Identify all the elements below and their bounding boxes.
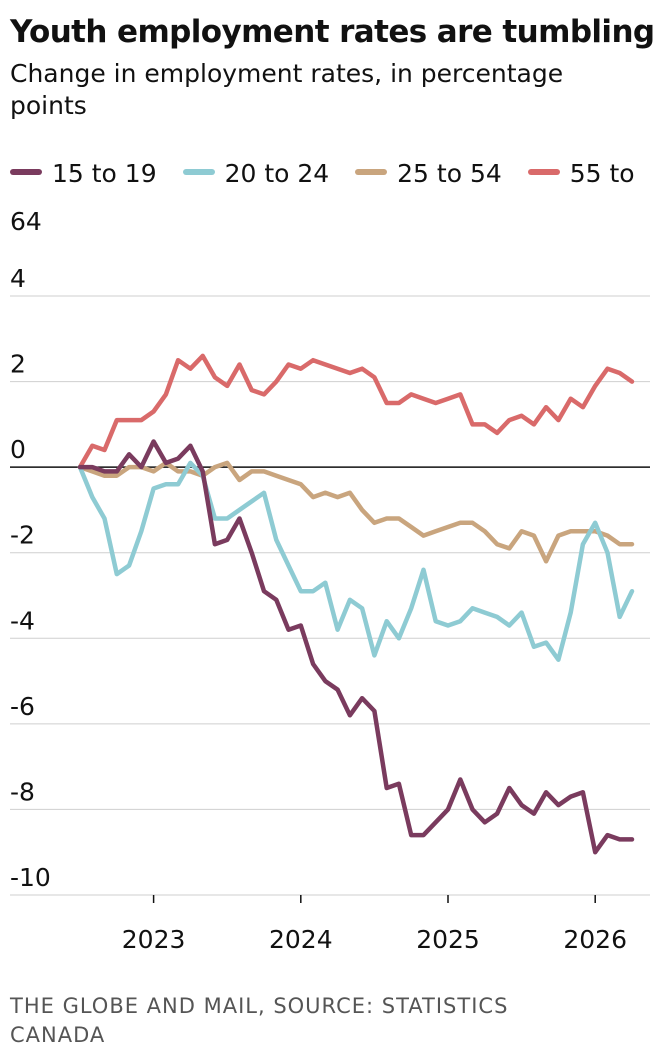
legend-label: 25 to 54 [397, 159, 502, 188]
legend-item-55-to-64: 55 to 64 [10, 159, 635, 236]
chart-title: Youth employment rates are tumbling [10, 14, 655, 50]
chart-subtitle: Change in employment rates, in percentag… [10, 59, 564, 120]
legend-label: 15 to 19 [52, 159, 157, 188]
axes: 4 2 0 -2 -4 -6 -8 -10 2023 2024 2025 2026 [10, 264, 650, 954]
x-tick-label: 2025 [416, 925, 480, 954]
series-line-15-to-19 [77, 439, 635, 855]
legend-item-15-to-19: 15 to 19 [10, 159, 157, 188]
source-note: THE GLOBE AND MAIL, SOURCE: STATISTICS C… [10, 994, 509, 1047]
legend-swatch [527, 169, 560, 175]
x-tick-label: 2023 [122, 925, 186, 954]
legend-swatch [355, 169, 388, 175]
series-lines [77, 353, 635, 855]
legend-item-20-to-24: 20 to 24 [182, 159, 330, 188]
legend: 15 to 19 20 to 24 25 to 54 55 to 64 [10, 150, 650, 246]
series-line-55-to-64 [77, 353, 635, 470]
x-tick-label: 2026 [563, 925, 627, 954]
series-line-25-to-54 [77, 460, 635, 564]
legend-label: 20 to 24 [224, 159, 330, 188]
y-tick-label: -6 [10, 692, 35, 721]
series-line-20-to-24 [77, 460, 635, 662]
legend-label: 55 to 64 [10, 159, 635, 236]
x-tick-label: 2024 [269, 925, 333, 954]
y-tick-label: 4 [10, 264, 26, 293]
y-tick-label: -8 [10, 777, 35, 806]
y-tick-label: 2 [10, 350, 26, 379]
y-tick-label: 0 [10, 435, 26, 464]
legend-swatch [10, 169, 42, 175]
legend-item-25-to-54: 25 to 54 [355, 159, 502, 188]
y-tick-label: -2 [10, 521, 35, 550]
y-tick-label: -4 [10, 606, 35, 635]
legend-swatch [182, 169, 215, 175]
y-tick-label: -10 [10, 863, 51, 892]
line-chart: 4 2 0 -2 -4 -6 -8 -10 2023 2024 2025 2026 [10, 264, 650, 954]
